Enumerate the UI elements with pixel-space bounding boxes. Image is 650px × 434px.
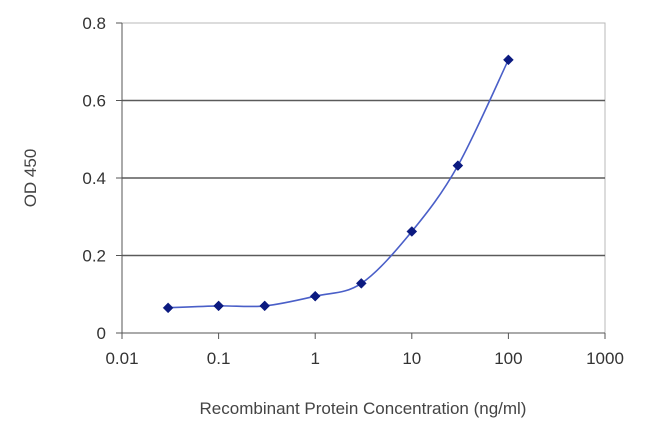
x-tick-label: 10: [402, 349, 421, 368]
y-tick-label: 0.4: [82, 169, 106, 188]
data-point: [406, 226, 418, 237]
data-point: [259, 300, 271, 312]
y-tick-label: 0.2: [82, 247, 106, 266]
x-tick-label: 1: [310, 349, 319, 368]
y-tick-label: 0.6: [82, 92, 106, 111]
x-tick-label: 0.1: [207, 349, 231, 368]
y-axis-title: OD 450: [21, 149, 40, 208]
data-point: [355, 278, 367, 289]
y-tick-label: 0: [97, 324, 106, 343]
tick-labels: 0 0.2 0.4 0.6 0.8 0.01 0.1 1 10 100 1000: [82, 14, 624, 368]
y-tick-label: 0.8: [82, 14, 106, 33]
gridlines: [122, 99, 605, 257]
axes: [116, 22, 606, 339]
data-point: [162, 302, 174, 314]
data-point: [309, 290, 321, 302]
data-point: [503, 54, 514, 66]
x-tick-label: 1000: [586, 349, 624, 368]
x-axis-title: Recombinant Protein Concentration (ng/ml…: [200, 399, 527, 418]
x-tick-label: 0.01: [105, 349, 138, 368]
x-tick-label: 100: [494, 349, 522, 368]
data-point: [213, 300, 224, 312]
data-point: [452, 160, 464, 171]
data-points: [162, 54, 514, 314]
